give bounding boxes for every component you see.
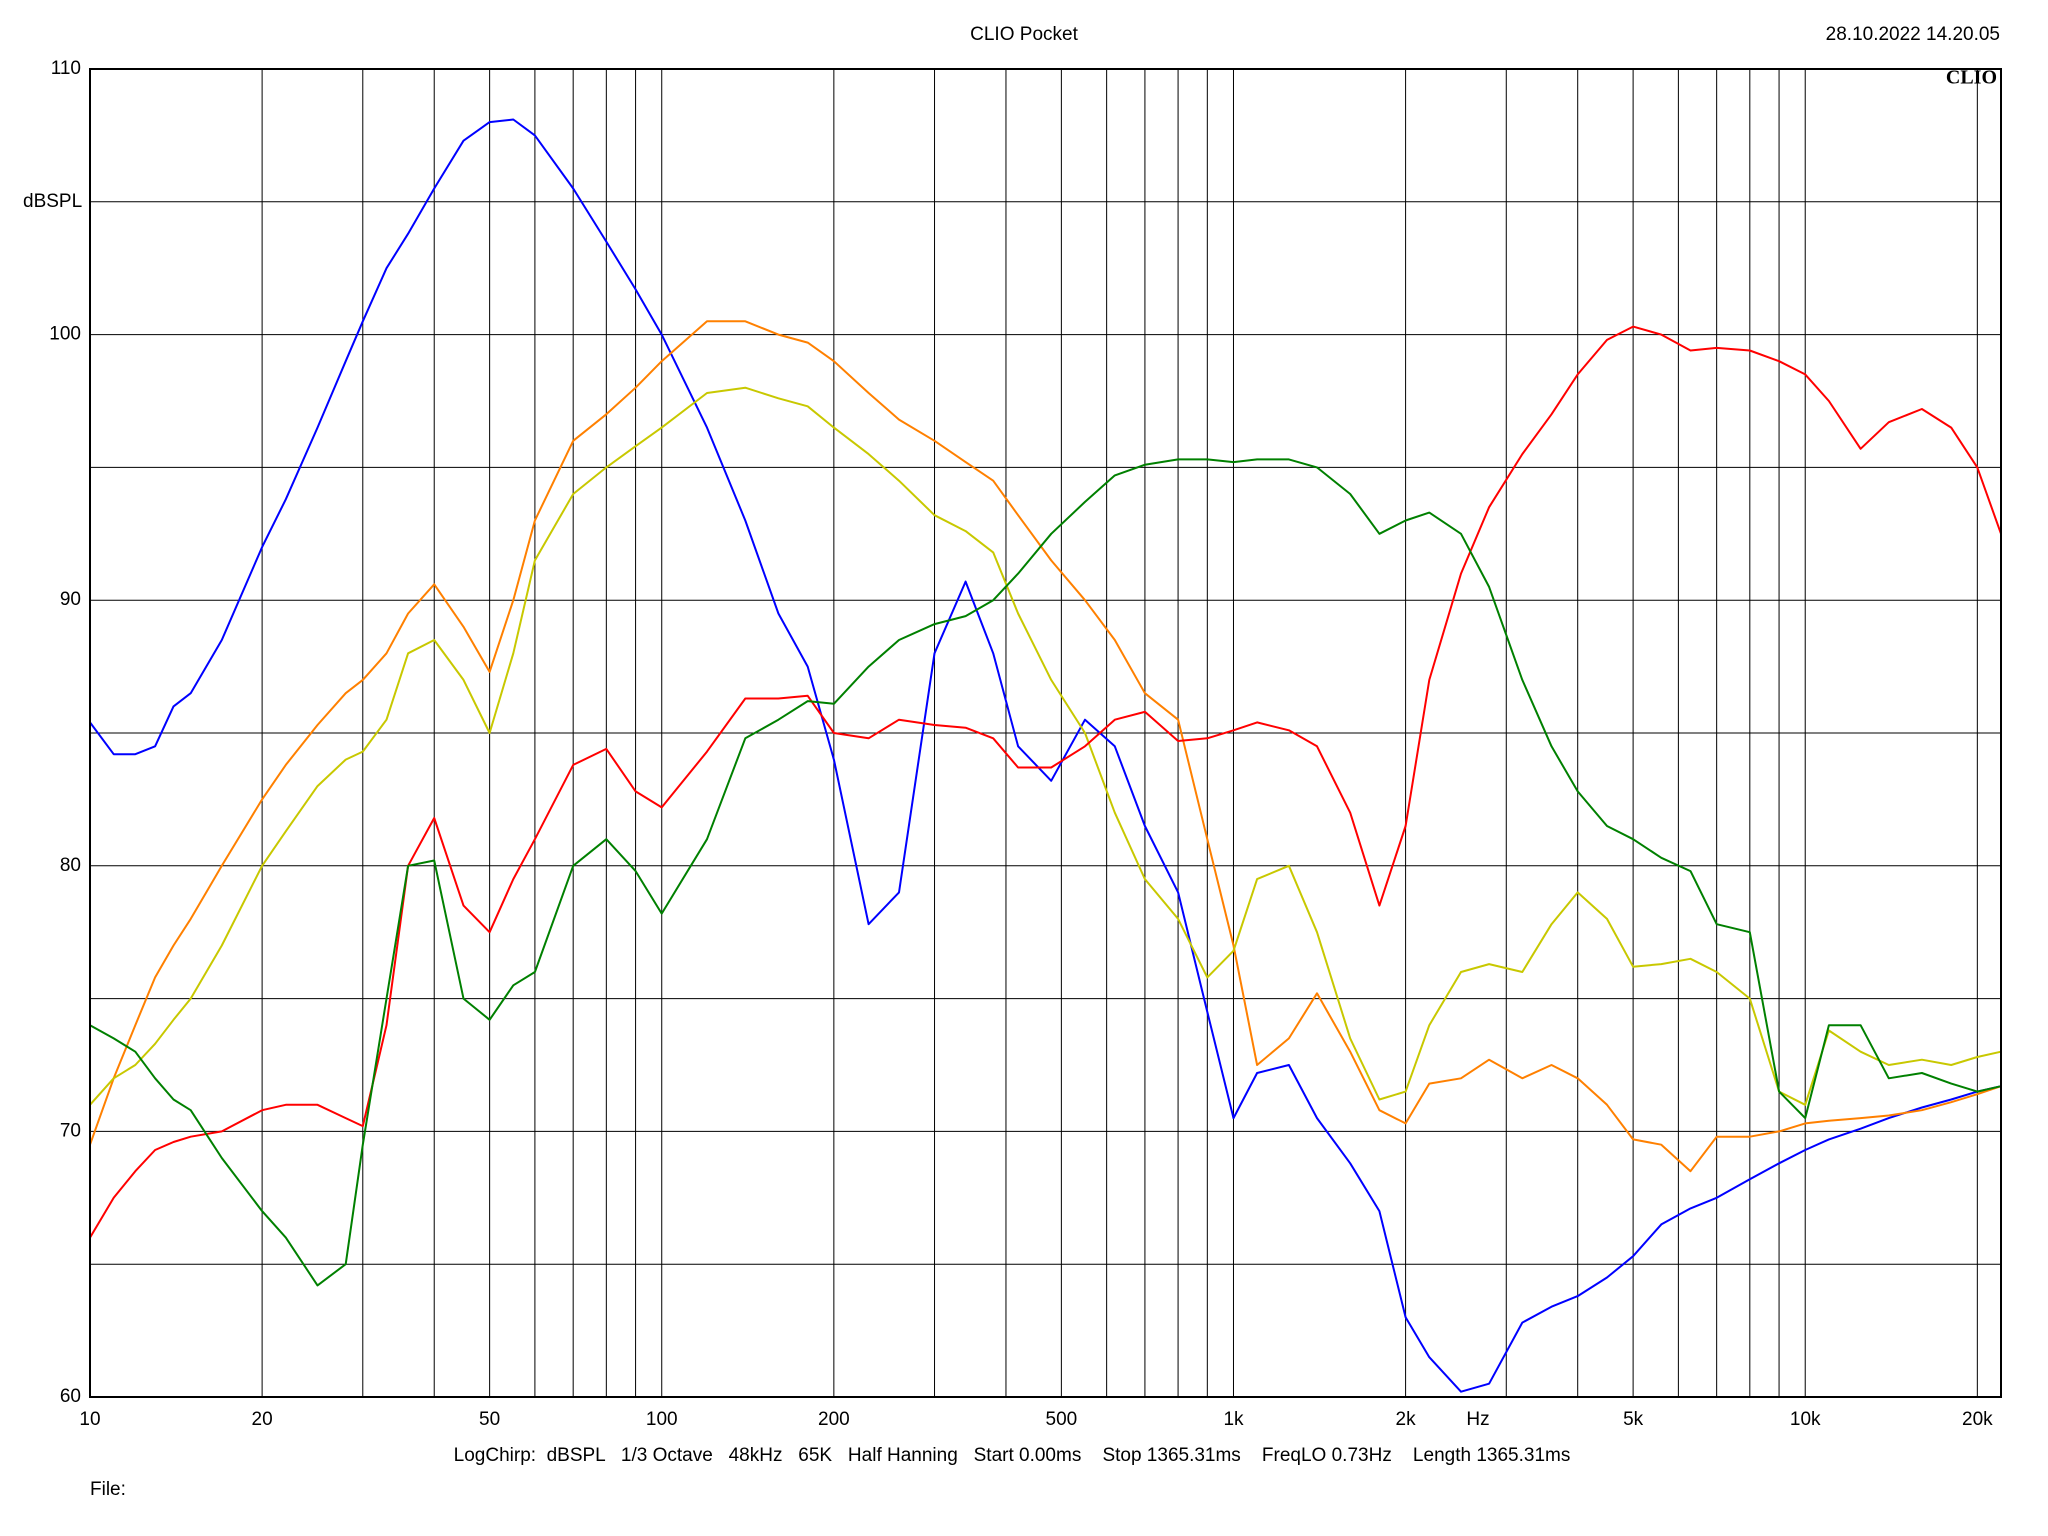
chart-title: CLIO Pocket (970, 24, 1078, 45)
y-tick-label: 70 (60, 1120, 81, 1141)
y-tick-label: 60 (60, 1386, 81, 1407)
y-tick-label: 80 (60, 855, 81, 876)
x-tick-label: 5k (1623, 1409, 1644, 1430)
x-tick-label: 2k (1396, 1409, 1417, 1430)
y-tick-label: 110 (51, 58, 81, 79)
x-tick-label: 100 (646, 1409, 678, 1430)
series-line (89, 386, 2002, 1106)
series-line (89, 320, 2002, 1173)
plot-lines (89, 118, 2002, 1393)
logo: CLIO (1946, 67, 1997, 89)
x-unit: Hz (1466, 1409, 1489, 1430)
x-tick-label: 50 (479, 1409, 500, 1430)
x-tick-label: 1k (1223, 1409, 1244, 1430)
file-label: File: (90, 1479, 126, 1500)
timestamp: 28.10.2022 14.20.05 (1826, 24, 2000, 45)
x-tick-label: 200 (818, 1409, 850, 1430)
y-tick-label: 100 (49, 324, 81, 345)
x-tick-label: 500 (1046, 1409, 1078, 1430)
series-line (89, 118, 2002, 1393)
series-line (89, 325, 2002, 1239)
x-tick-label: 10 (79, 1409, 100, 1430)
series-line (89, 458, 2002, 1287)
plot-frame (89, 68, 2002, 1398)
y-tick-label: 90 (60, 589, 81, 610)
x-tick-label: 10k (1790, 1409, 1821, 1430)
footer: LogChirp: dBSPL 1/3 Octave 48kHz 65K Hal… (454, 1445, 1571, 1466)
x-tick-label: 20 (252, 1409, 273, 1430)
y-axis-label: dBSPL (23, 191, 82, 212)
x-tick-label: 20k (1962, 1409, 1993, 1430)
